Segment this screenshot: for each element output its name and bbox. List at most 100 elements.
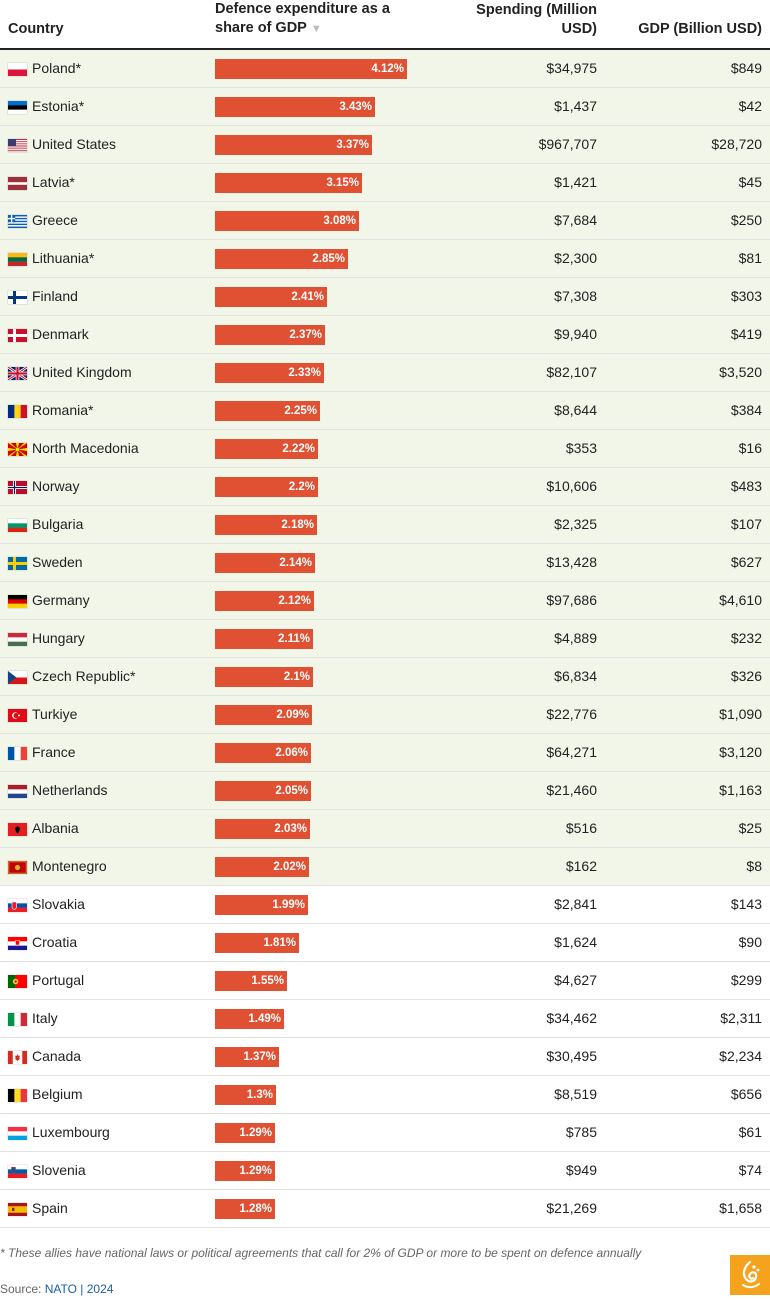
country-name: United States (32, 136, 117, 152)
source-link[interactable]: NATO | 2024 (44, 1282, 114, 1296)
table-row: Portugal 1.55% $4,627 $299 (0, 962, 770, 1000)
country-name: United Kingdom (32, 364, 132, 380)
spending-value: $34,462 (546, 1010, 597, 1026)
spending-value: $34,975 (546, 60, 597, 76)
share-bar-label: 4.12% (371, 63, 404, 75)
canada-flag-icon (8, 1051, 27, 1064)
latvia-flag-icon (8, 177, 27, 190)
spain-flag-icon (8, 1203, 27, 1216)
portugal-flag-icon (8, 975, 27, 988)
table-row: Germany 2.12% $97,686 $4,610 (0, 582, 770, 620)
share-bar-label: 1.99% (272, 899, 305, 911)
share-bar: 2.03% (215, 819, 310, 839)
table-row: United States 3.37% $967,707 $28,720 (0, 126, 770, 164)
header-share-line2: share of GDP (215, 20, 307, 36)
lithuania-flag-icon (8, 253, 27, 266)
table-row: Bulgaria 2.18% $2,325 $107 (0, 506, 770, 544)
table-row: Belgium 1.3% $8,519 $656 (0, 1076, 770, 1114)
table-row: Netherlands 2.05% $21,460 $1,163 (0, 772, 770, 810)
header-spending-line2: USD) (561, 21, 597, 37)
spending-value: $1,421 (554, 174, 597, 190)
country-name: Denmark (32, 326, 89, 342)
bulgaria-flag-icon (8, 519, 27, 532)
header-country[interactable]: Country (8, 21, 64, 37)
share-bar: 2.14% (215, 553, 315, 573)
share-bar: 1.3% (215, 1085, 276, 1105)
slovakia-flag-icon (8, 899, 27, 912)
share-bar: 3.08% (215, 211, 359, 231)
gdp-value: $419 (730, 326, 762, 342)
table-row: Czech Republic* 2.1% $6,834 $326 (0, 658, 770, 696)
gdp-value: $326 (730, 668, 762, 684)
share-bar-label: 2.2% (288, 481, 315, 493)
share-bar: 2.85% (215, 249, 348, 269)
spending-value: $7,308 (554, 288, 597, 304)
share-bar: 2.22% (215, 439, 318, 459)
country-name: Belgium (32, 1086, 83, 1102)
country-name: Montenegro (32, 858, 107, 874)
table-row: Albania 2.03% $516 $25 (0, 810, 770, 848)
spending-value: $967,707 (538, 136, 597, 152)
share-bar: 3.43% (215, 97, 375, 117)
gdp-value: $2,311 (720, 1010, 762, 1026)
country-name: Poland* (32, 60, 82, 76)
share-bar-label: 2.14% (279, 557, 312, 569)
spending-value: $353 (565, 440, 597, 456)
montenegro-flag-icon (8, 861, 27, 874)
spending-value: $2,325 (554, 516, 597, 532)
spending-value: $162 (565, 858, 597, 874)
share-bar: 1.29% (215, 1161, 275, 1181)
share-bar-label: 2.02% (273, 861, 306, 873)
table-row: Sweden 2.14% $13,428 $627 (0, 544, 770, 582)
table-row: Turkiye 2.09% $22,776 $1,090 (0, 696, 770, 734)
gdp-value: $28,720 (711, 136, 762, 152)
share-bar: 2.12% (215, 591, 314, 611)
share-bar: 3.15% (215, 173, 362, 193)
table-row: Montenegro 2.02% $162 $8 (0, 848, 770, 886)
gdp-value: $1,658 (719, 1200, 762, 1216)
spending-value: $22,776 (546, 706, 597, 722)
spending-value: $30,495 (546, 1048, 597, 1064)
share-bar-label: 3.43% (339, 101, 372, 113)
gdp-value: $1,090 (719, 706, 762, 722)
sort-descending-icon: ▼ (310, 23, 322, 35)
luxembourg-flag-icon (8, 1127, 27, 1140)
share-bar-label: 1.29% (239, 1165, 272, 1177)
share-bar: 1.28% (215, 1199, 275, 1219)
country-name: France (32, 744, 76, 760)
italy-flag-icon (8, 1013, 27, 1026)
header-spending[interactable]: Spending (Million USD) (437, 1, 597, 39)
share-bar-label: 2.06% (275, 747, 308, 759)
header-share-line1: Defence expenditure as a (215, 1, 390, 17)
gdp-value: $74 (738, 1162, 762, 1178)
romania-flag-icon (8, 405, 27, 418)
country-name: North Macedonia (32, 440, 139, 456)
czech-republic-flag-icon (8, 671, 27, 684)
table-row: United Kingdom 2.33% $82,107 $3,520 (0, 354, 770, 392)
share-bar: 2.41% (215, 287, 327, 307)
north-macedonia-flag-icon (8, 443, 27, 456)
gdp-value: $483 (730, 478, 762, 494)
table-row: Slovenia 1.29% $949 $74 (0, 1152, 770, 1190)
finland-flag-icon (8, 291, 27, 304)
table-row: Poland* 4.12% $34,975 $849 (0, 50, 770, 88)
gdp-value: $627 (730, 554, 762, 570)
share-bar: 1.55% (215, 971, 287, 991)
share-bar: 1.37% (215, 1047, 279, 1067)
share-bar: 2.09% (215, 705, 312, 725)
share-bar-label: 2.03% (274, 823, 307, 835)
share-bar-label: 2.09% (276, 709, 309, 721)
share-bar-label: 2.12% (278, 595, 311, 607)
share-bar: 1.49% (215, 1009, 284, 1029)
denmark-flag-icon (8, 329, 27, 342)
share-bar-label: 1.81% (263, 937, 296, 949)
spending-value: $1,437 (554, 98, 597, 114)
poland-flag-icon (8, 63, 27, 76)
country-name: Luxembourg (32, 1124, 110, 1140)
header-share-of-gdp[interactable]: Defence expenditure as a share of GDP ▼ (215, 0, 415, 39)
header-gdp[interactable]: GDP (Billion USD) (638, 21, 762, 37)
greece-flag-icon (8, 215, 27, 228)
spending-value: $10,606 (546, 478, 597, 494)
gdp-value: $8 (746, 858, 762, 874)
gdp-value: $4,610 (719, 592, 762, 608)
